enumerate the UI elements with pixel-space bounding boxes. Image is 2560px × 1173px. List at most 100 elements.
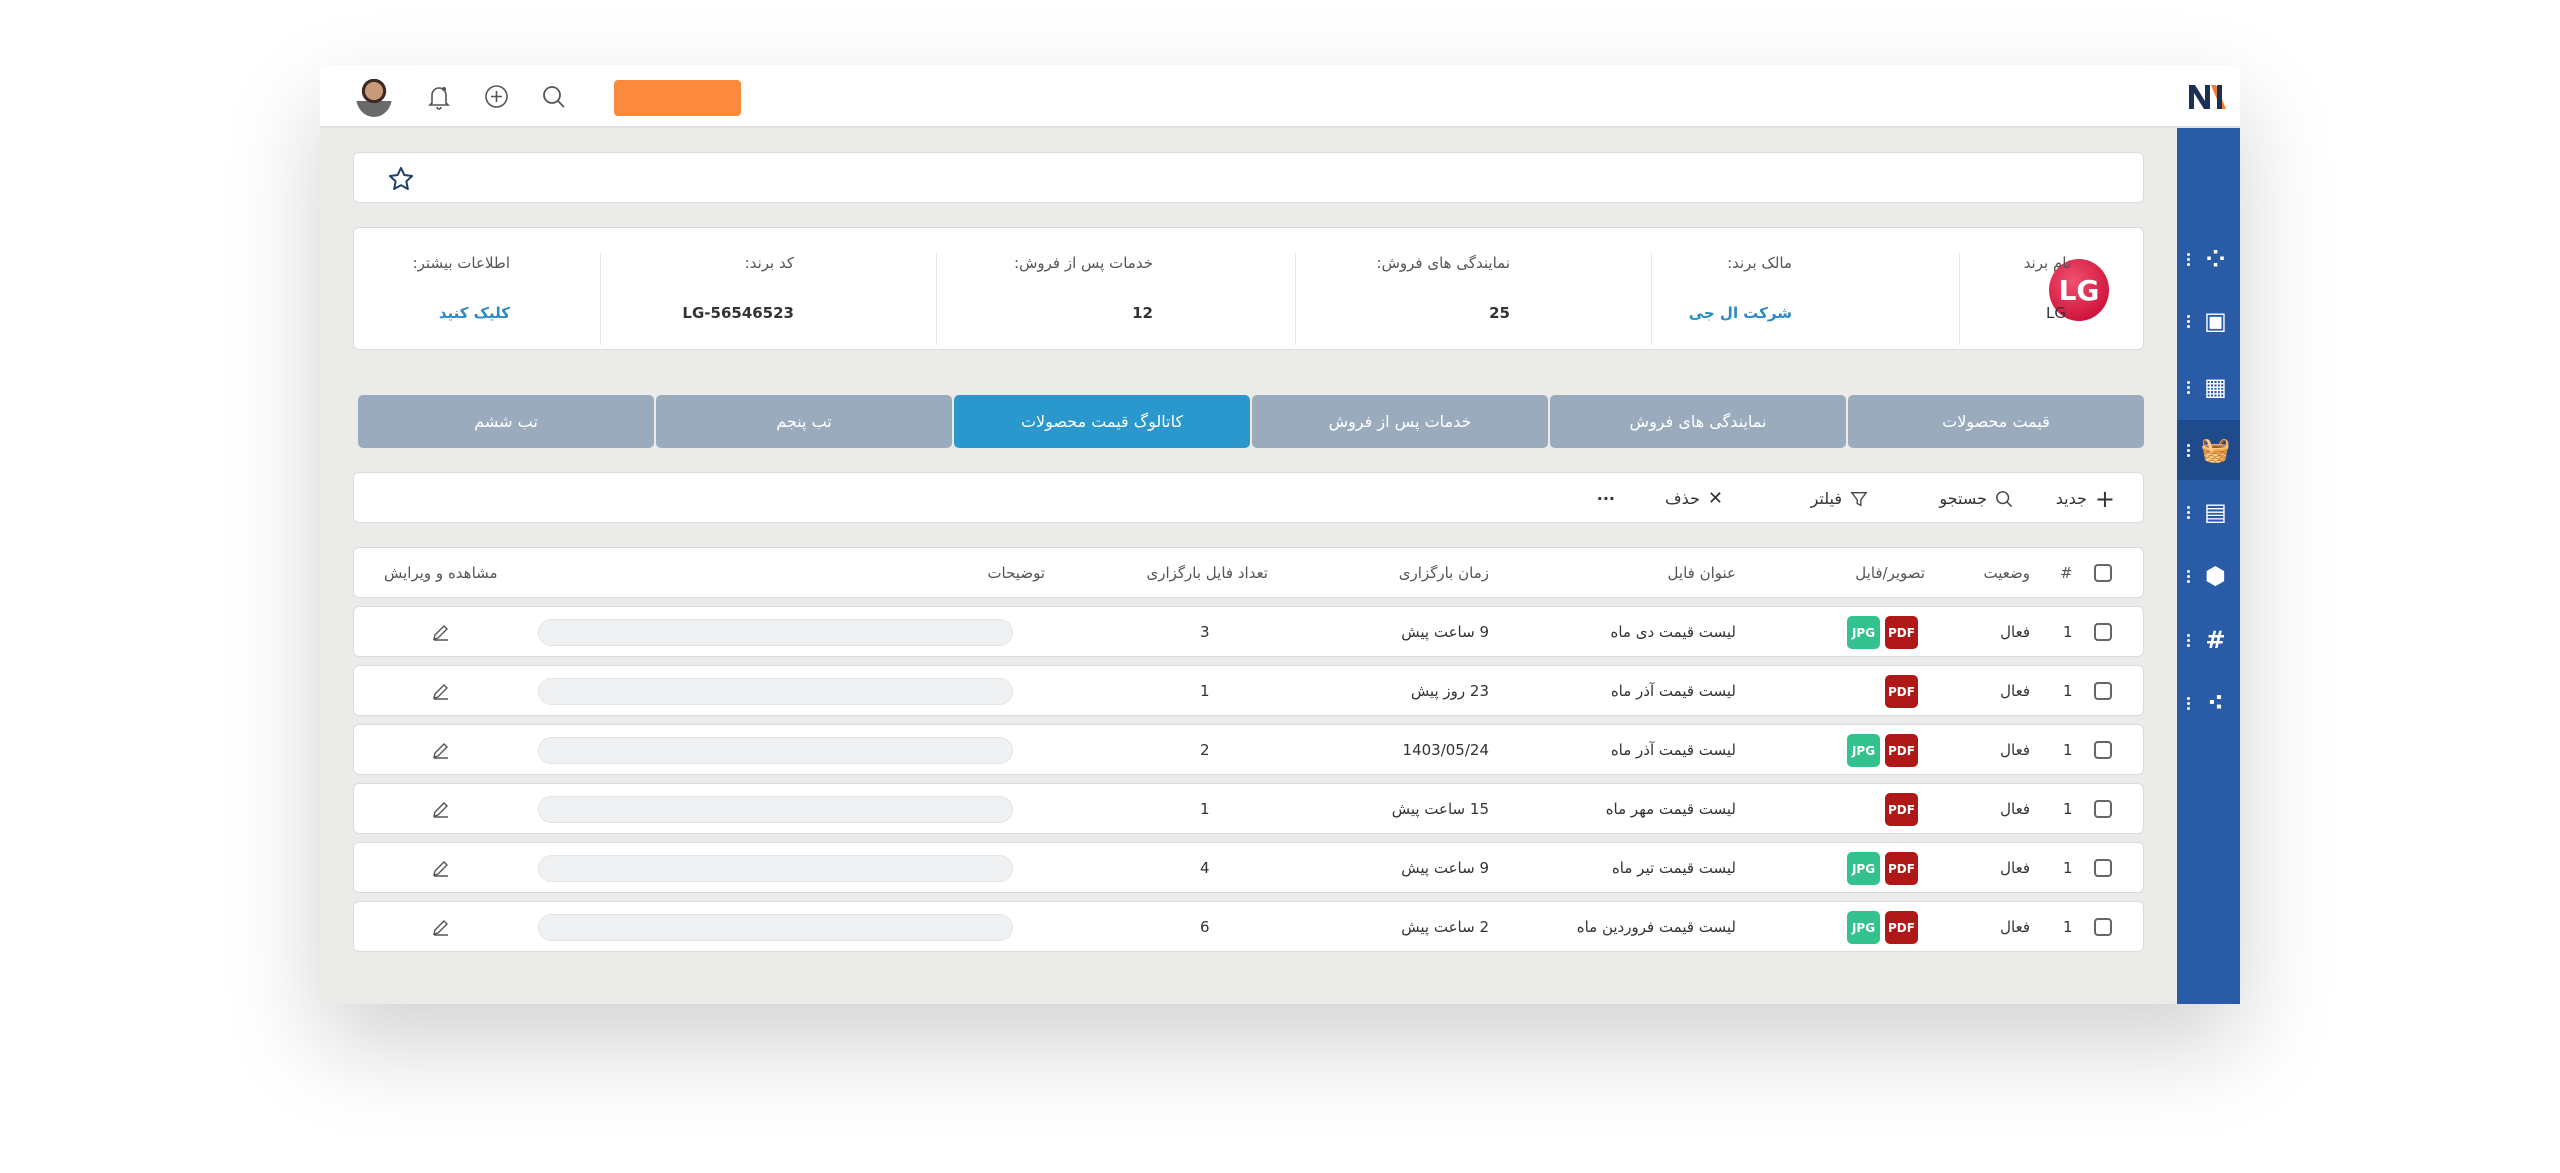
row-checkbox[interactable] xyxy=(2094,800,2112,818)
brand-field-link[interactable]: کلیک کنید xyxy=(438,304,510,322)
sidebar-item-package-clock[interactable]: ⬢ xyxy=(2177,546,2240,606)
pdf-file-icon[interactable]: PDF xyxy=(1885,734,1918,767)
new-button[interactable]: + جدید xyxy=(2056,473,2115,524)
plus-circle-icon[interactable] xyxy=(484,84,509,109)
edit-icon[interactable] xyxy=(431,858,451,882)
description-field[interactable] xyxy=(538,619,1013,646)
pdf-file-icon[interactable]: PDF xyxy=(1885,616,1918,649)
pdf-file-icon[interactable]: PDF xyxy=(1885,675,1918,708)
edit-icon[interactable] xyxy=(431,622,451,646)
more-dots-icon[interactable] xyxy=(2187,251,2190,268)
tab-2[interactable]: نمایندگی های فروش xyxy=(1550,395,1846,448)
sidebar-item-hashtag-lock[interactable]: # xyxy=(2177,610,2240,670)
description-field[interactable] xyxy=(538,796,1013,823)
column-divider xyxy=(1295,253,1296,345)
lg-logo: LG xyxy=(2049,259,2109,321)
star-icon[interactable] xyxy=(387,165,415,193)
sidebar-item-team[interactable]: ⁘ xyxy=(2177,229,2240,289)
new-label: جدید xyxy=(2055,489,2087,508)
more-dots-icon[interactable] xyxy=(2187,695,2190,712)
sidebar-item-basket[interactable]: 🧺 xyxy=(2177,420,2240,480)
brand-field-label: کد برند: xyxy=(744,254,794,272)
orange-action-button[interactable] xyxy=(614,80,741,116)
tab-4[interactable]: کاتالوگ قیمت محصولات xyxy=(954,395,1250,448)
row-title: لیست قیمت تیر ماه xyxy=(1611,859,1736,877)
brand-field-label: خدمات پس از فروش: xyxy=(1014,254,1153,272)
edit-icon[interactable] xyxy=(431,681,451,705)
more-dots-icon[interactable] xyxy=(2187,313,2190,330)
row-file-count: 2 xyxy=(1200,741,1210,759)
sidebar-item-calendar-clock[interactable]: ▣ xyxy=(2177,291,2240,351)
tab-1[interactable]: قیمت محصولات xyxy=(1848,395,2144,448)
jpg-file-icon[interactable]: JPG xyxy=(1847,852,1880,885)
jpg-file-icon[interactable]: JPG xyxy=(1847,734,1880,767)
header-title: عنوان فایل xyxy=(1667,564,1736,582)
more-button[interactable]: ··· xyxy=(1596,489,1615,508)
filter-button[interactable]: فیلتر xyxy=(1811,473,1868,524)
brand-field-link[interactable]: شرکت ال جی xyxy=(1688,304,1792,322)
header-description: توضیحات xyxy=(987,564,1045,582)
brand-field-label: نمایندگی های فروش: xyxy=(1376,254,1510,272)
sidebar-item-bubbles[interactable]: ⁖ xyxy=(2177,673,2240,733)
more-dots-icon[interactable] xyxy=(2187,504,2190,521)
description-field[interactable] xyxy=(538,678,1013,705)
row-number: 1 xyxy=(2063,623,2073,641)
row-upload-time: 15 ساعت پیش xyxy=(1391,800,1489,818)
edit-icon[interactable] xyxy=(431,799,451,823)
select-all-checkbox[interactable] xyxy=(2094,564,2112,582)
row-title: لیست قیمت آذر ماه xyxy=(1610,741,1736,759)
row-status: فعال xyxy=(2000,859,2030,877)
description-field[interactable] xyxy=(538,737,1013,764)
row-number: 1 xyxy=(2063,682,2073,700)
table-row: 1 فعال JPG PDF لیست قیمت آذر ماه 1403/05/24 2 xyxy=(353,724,2144,775)
row-status: فعال xyxy=(2000,918,2030,936)
pdf-file-icon[interactable]: PDF xyxy=(1885,793,1918,826)
table-row: 1 فعال JPG PDF لیست قیمت فروردین ماه 2 ساعت پ… xyxy=(353,901,2144,952)
row-title: لیست قیمت فروردین ماه xyxy=(1576,918,1736,936)
row-checkbox[interactable] xyxy=(2094,918,2112,936)
header-file: تصویر/فایل xyxy=(1855,564,1925,582)
column-divider xyxy=(936,253,937,345)
row-number: 1 xyxy=(2063,741,2073,759)
table-header: # وضعیت تصویر/فایل عنوان فایل زمان بارگز… xyxy=(353,547,2144,598)
filter-label: فیلتر xyxy=(1810,489,1842,508)
more-dots-icon[interactable] xyxy=(2187,442,2190,459)
tab-3[interactable]: خدمات پس از فروش xyxy=(1252,395,1548,448)
bubbles-icon: ⁖ xyxy=(2207,689,2224,717)
bell-icon[interactable] xyxy=(427,84,451,110)
pdf-file-icon[interactable]: PDF xyxy=(1885,852,1918,885)
more-dots-icon[interactable] xyxy=(2187,379,2190,396)
tab-5[interactable]: تب پنجم xyxy=(656,395,952,448)
edit-icon[interactable] xyxy=(431,740,451,764)
edit-icon[interactable] xyxy=(431,917,451,941)
search-icon[interactable] xyxy=(541,84,566,109)
row-status: فعال xyxy=(2000,623,2030,641)
row-file-count: 6 xyxy=(1200,918,1210,936)
row-checkbox[interactable] xyxy=(2094,623,2112,641)
row-checkbox[interactable] xyxy=(2094,859,2112,877)
calendar-clock-icon: ▣ xyxy=(2204,307,2227,335)
column-divider xyxy=(1651,253,1652,345)
sidebar: ⁘ ▣ ▦ 🧺 ▤ ⬢ # ⁖ xyxy=(2177,128,2240,1004)
jpg-file-icon[interactable]: JPG xyxy=(1847,911,1880,944)
package-clock-icon: ⬢ xyxy=(2205,562,2226,590)
brand-field-value: LG-56546523 xyxy=(682,304,794,322)
delete-button[interactable]: ✕ حذف xyxy=(1665,473,1723,524)
search-button[interactable]: جستجو xyxy=(1939,473,2013,524)
row-checkbox[interactable] xyxy=(2094,682,2112,700)
avatar[interactable] xyxy=(356,77,392,117)
sidebar-item-dashboard-add[interactable]: ▦ xyxy=(2177,357,2240,417)
sidebar-item-calendar-note[interactable]: ▤ xyxy=(2177,482,2240,542)
row-checkbox[interactable] xyxy=(2094,741,2112,759)
row-upload-time: 23 روز پیش xyxy=(1410,682,1489,700)
description-field[interactable] xyxy=(538,855,1013,882)
pdf-file-icon[interactable]: PDF xyxy=(1885,911,1918,944)
tab-6[interactable]: تب ششم xyxy=(358,395,654,448)
more-dots-icon[interactable] xyxy=(2187,568,2190,585)
description-field[interactable] xyxy=(538,914,1013,941)
favorites-bar xyxy=(353,152,2144,203)
jpg-file-icon[interactable]: JPG xyxy=(1847,616,1880,649)
row-upload-time: 9 ساعت پیش xyxy=(1401,859,1489,877)
more-dots-icon[interactable] xyxy=(2187,632,2190,649)
plus-icon: + xyxy=(2094,484,2115,513)
